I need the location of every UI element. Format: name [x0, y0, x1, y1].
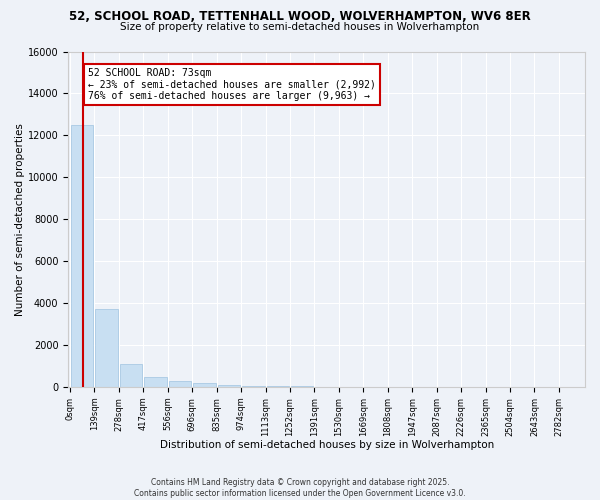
Text: 52, SCHOOL ROAD, TETTENHALL WOOD, WOLVERHAMPTON, WV6 8ER: 52, SCHOOL ROAD, TETTENHALL WOOD, WOLVER… [69, 10, 531, 23]
Y-axis label: Number of semi-detached properties: Number of semi-detached properties [15, 123, 25, 316]
Text: Size of property relative to semi-detached houses in Wolverhampton: Size of property relative to semi-detach… [121, 22, 479, 32]
Bar [169, 380, 191, 387]
Bar [266, 386, 289, 387]
Text: Contains HM Land Registry data © Crown copyright and database right 2025.
Contai: Contains HM Land Registry data © Crown c… [134, 478, 466, 498]
Bar [71, 125, 94, 387]
Bar [120, 364, 142, 387]
X-axis label: Distribution of semi-detached houses by size in Wolverhampton: Distribution of semi-detached houses by … [160, 440, 494, 450]
Bar [291, 386, 313, 387]
Bar [218, 384, 240, 387]
Bar [242, 386, 265, 387]
Bar [144, 376, 167, 387]
Text: 52 SCHOOL ROAD: 73sqm
← 23% of semi-detached houses are smaller (2,992)
76% of s: 52 SCHOOL ROAD: 73sqm ← 23% of semi-deta… [88, 68, 376, 102]
Bar [193, 383, 216, 387]
Bar [95, 310, 118, 387]
